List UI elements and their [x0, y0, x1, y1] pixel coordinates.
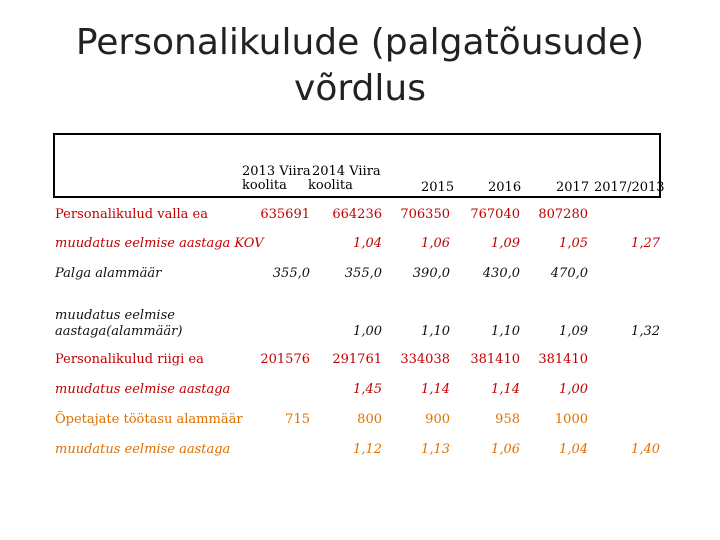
table-cell: 1,12	[353, 442, 382, 457]
header-2014-line2: koolita	[308, 178, 353, 193]
header-border-left	[53, 133, 55, 198]
table-cell: 1,04	[353, 236, 382, 251]
table-cell: 1,00	[353, 324, 382, 339]
table-cell: 334038	[400, 352, 450, 367]
table-cell: 1,04	[559, 442, 588, 457]
table-cell: 1,10	[491, 324, 520, 339]
table-cell: 1,45	[353, 382, 382, 397]
row-label-personalikulud-valla: Personalikulud valla ea	[55, 207, 208, 222]
title-line-1: Personalikulude (palgatõusude)	[75, 22, 645, 63]
table-cell: 355,0	[272, 266, 310, 281]
row-label-muudatus-alammaar-2: aastaga(alammäär)	[55, 324, 183, 339]
table-cell: 706350	[400, 207, 450, 222]
header-border-top	[53, 133, 661, 135]
header-2014-line1: 2014 Viira	[312, 164, 381, 179]
table-cell: 1,05	[559, 236, 588, 251]
table-cell: 355,0	[344, 266, 382, 281]
table-cell: 767040	[470, 207, 520, 222]
table-cell: 201576	[260, 352, 310, 367]
row-label-muudatus-opetajad: muudatus eelmise aastaga	[55, 442, 231, 457]
table-cell: 1000	[554, 412, 588, 427]
table-cell: 807280	[538, 207, 588, 222]
row-label-muudatus-kov: muudatus eelmise aastaga KOV	[55, 236, 264, 251]
table-cell: 1,00	[559, 382, 588, 397]
table-cell: 715	[285, 412, 310, 427]
table-cell: 635691	[260, 207, 310, 222]
table-cell: 958	[495, 412, 520, 427]
table-cell: 1,32	[631, 324, 660, 339]
title-line-2: võrdlus	[294, 68, 426, 109]
page-title: Personalikulude (palgatõusude) võrdlus	[0, 20, 720, 112]
table-cell: 1,10	[421, 324, 450, 339]
table-cell: 1,09	[491, 236, 520, 251]
table-cell: 381410	[538, 352, 588, 367]
table-cell: 390,0	[412, 266, 450, 281]
table-cell: 381410	[470, 352, 520, 367]
row-label-muudatus-alammaar-1: muudatus eelmise	[55, 308, 175, 323]
row-label-palga-alammaar: Palga alammäär	[55, 266, 162, 281]
table-cell: 291761	[332, 352, 382, 367]
table-cell: 1,09	[559, 324, 588, 339]
table-cell: 1,14	[421, 382, 450, 397]
header-2016: 2016	[488, 180, 522, 195]
table-cell: 470,0	[550, 266, 588, 281]
table-cell: 900	[425, 412, 450, 427]
header-border-right	[659, 133, 661, 198]
table-cell: 1,14	[491, 382, 520, 397]
header-2013-line2: koolita	[242, 178, 287, 193]
row-label-opetajate-tootasu: Õpetajate töötasu alammäär	[55, 412, 243, 427]
table-cell: 1,40	[631, 442, 660, 457]
table-cell: 430,0	[482, 266, 520, 281]
table-cell: 1,13	[421, 442, 450, 457]
header-border-bottom	[53, 196, 661, 198]
row-label-muudatus-riigi: muudatus eelmise aastaga	[55, 382, 231, 397]
table-cell: 1,06	[421, 236, 450, 251]
header-2017: 2017	[556, 180, 590, 195]
row-label-personalikulud-riigi: Personalikulud riigi ea	[55, 352, 204, 367]
header-2017-2013: 2017/2013	[594, 180, 665, 195]
table-cell: 800	[357, 412, 382, 427]
table-cell: 664236	[332, 207, 382, 222]
header-2013-line1: 2013 Viira	[242, 164, 311, 179]
table-cell: 1,06	[491, 442, 520, 457]
table-cell: 1,27	[631, 236, 660, 251]
header-2015: 2015	[421, 180, 455, 195]
